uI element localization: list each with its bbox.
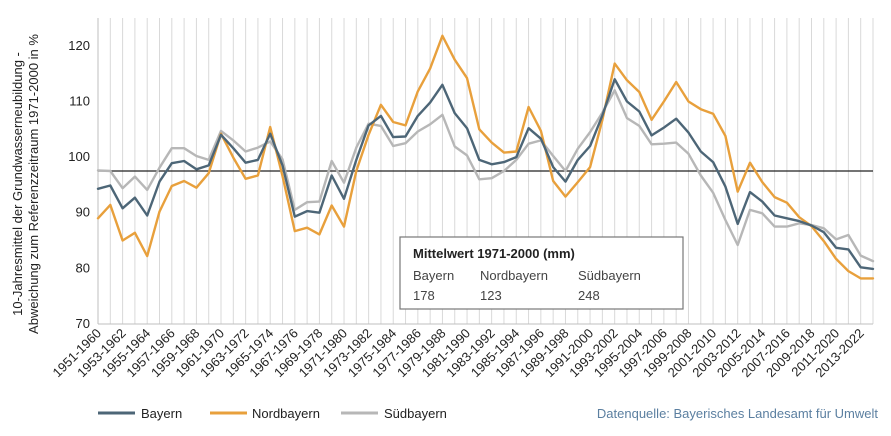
annotation-value-suedbayern: 248 bbox=[578, 288, 600, 303]
legend-label-suedbayern: Südbayern bbox=[384, 406, 447, 421]
y-axis-label-line-2: Abweichung zum Referenzzeitraum 1971-200… bbox=[26, 34, 41, 334]
legend-label-nordbayern: Nordbayern bbox=[252, 406, 320, 421]
y-ticks: 70 80 90 100 110 120 bbox=[68, 38, 90, 331]
legend-label-bayern: Bayern bbox=[141, 406, 182, 421]
series-line-nordbayern bbox=[96, 34, 875, 280]
y-axis-label: 10-Jahresmittel der Grundwasserneubildun… bbox=[10, 34, 41, 334]
annotation-value-nordbayern: 123 bbox=[480, 288, 502, 303]
y-tick-label: 80 bbox=[76, 260, 90, 275]
series-lines bbox=[96, 34, 875, 280]
annotation-label-nordbayern: Nordbayern bbox=[480, 268, 548, 283]
data-source: Datenquelle: Bayerisches Landesamt für U… bbox=[597, 406, 878, 421]
annotation-label-suedbayern: Südbayern bbox=[578, 268, 641, 283]
series-line-bayern bbox=[96, 77, 875, 271]
series-line-suedbayern bbox=[96, 89, 875, 263]
y-axis-label-line-1: 10-Jahresmittel der Grundwasserneubildun… bbox=[10, 52, 25, 316]
y-tick-label: 90 bbox=[76, 205, 90, 220]
y-tick-label: 120 bbox=[68, 38, 90, 53]
y-tick-label: 110 bbox=[69, 93, 90, 108]
annotation-title: Mittelwert 1971-2000 (mm) bbox=[413, 246, 575, 261]
y-tick-label: 70 bbox=[76, 316, 90, 331]
y-tick-label: 100 bbox=[68, 149, 90, 164]
annotation-box-frame bbox=[399, 236, 684, 310]
legend: Bayern Nordbayern Südbayern bbox=[98, 406, 447, 421]
x-ticks: 1951-19601953-19621955-19641957-19661959… bbox=[50, 326, 867, 381]
annotation-box: Mittelwert 1971-2000 (mm) Bayern Nordbay… bbox=[399, 236, 684, 310]
annotation-label-bayern: Bayern bbox=[413, 268, 454, 283]
annotation-value-bayern: 178 bbox=[413, 288, 435, 303]
